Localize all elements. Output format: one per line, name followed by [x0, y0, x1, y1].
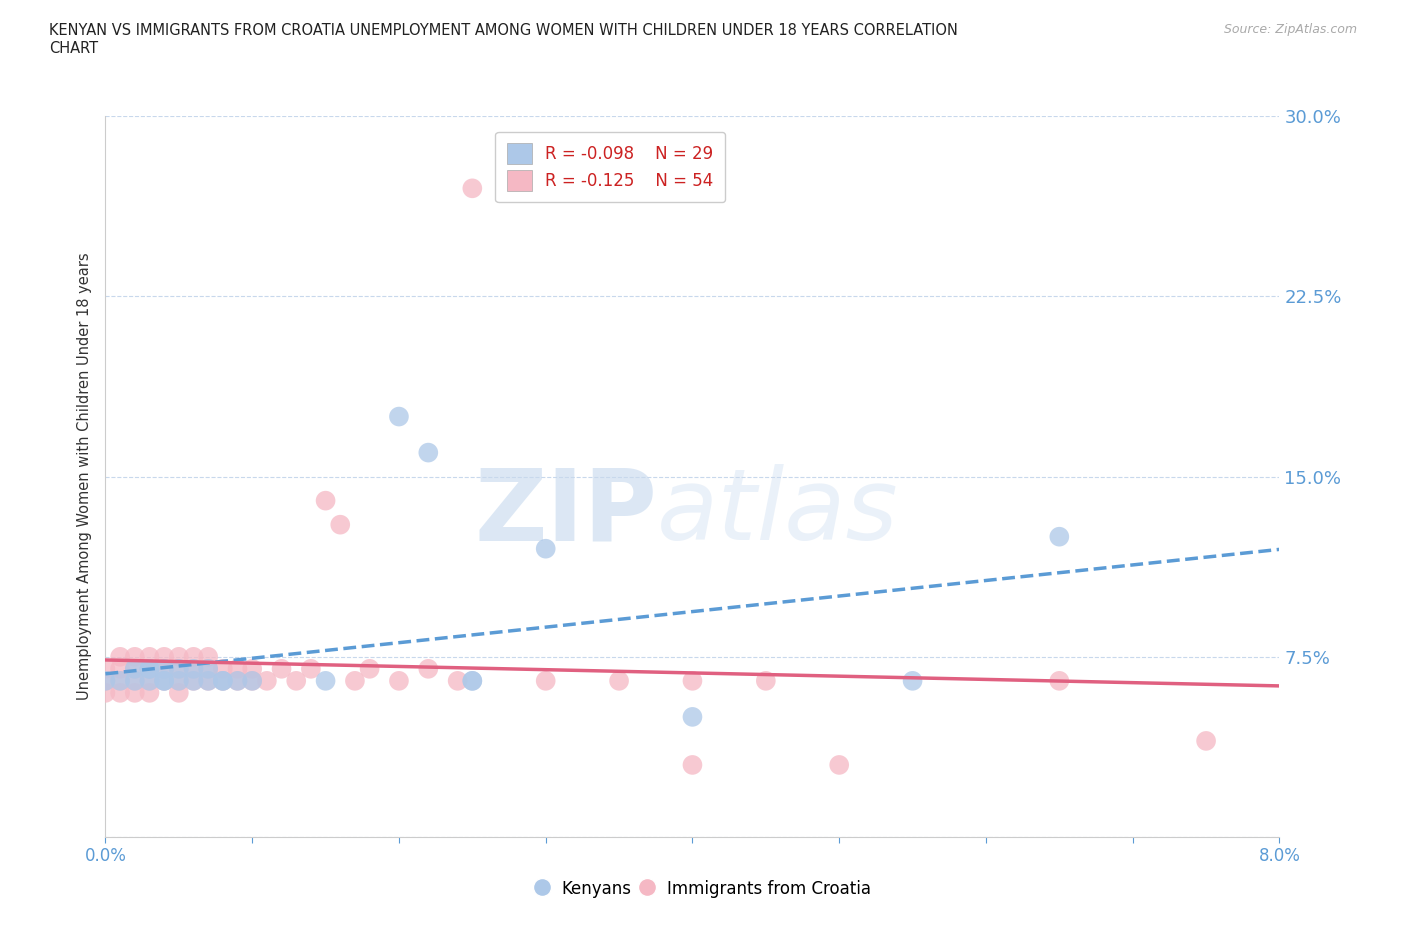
Legend: Kenyans, Immigrants from Croatia: Kenyans, Immigrants from Croatia [529, 873, 877, 905]
Point [418, 661, 440, 676]
Point [359, 661, 381, 676]
Point [226, 673, 249, 688]
Point [240, 673, 263, 688]
Point [183, 661, 205, 676]
Point [167, 673, 190, 688]
Point [197, 649, 219, 664]
Point [1047, 529, 1070, 544]
Point [211, 673, 233, 688]
Point [153, 673, 176, 688]
Point [124, 673, 146, 688]
Legend: R = -0.098    N = 29, R = -0.125    N = 54: R = -0.098 N = 29, R = -0.125 N = 54 [495, 132, 725, 203]
Point [94, 673, 117, 688]
Point [901, 673, 924, 688]
Point [108, 685, 131, 700]
Point [183, 661, 205, 676]
Point [138, 649, 160, 664]
Point [211, 673, 233, 688]
Point [461, 180, 484, 196]
Point [94, 661, 117, 676]
Point [1195, 734, 1218, 749]
Point [153, 661, 176, 676]
Point [138, 661, 160, 676]
Point [343, 673, 366, 688]
Point [315, 673, 337, 688]
Point [755, 673, 778, 688]
Point [1047, 673, 1070, 688]
Point [329, 517, 352, 532]
Point [124, 661, 146, 676]
Point [197, 673, 219, 688]
Point [108, 673, 131, 688]
Point [108, 673, 131, 688]
Point [138, 673, 160, 688]
Point [153, 661, 176, 676]
Text: Source: ZipAtlas.com: Source: ZipAtlas.com [1223, 23, 1357, 36]
Point [682, 757, 704, 772]
Point [138, 673, 160, 688]
Point [270, 661, 292, 676]
Point [138, 661, 160, 676]
Point [211, 661, 233, 676]
Point [108, 661, 131, 676]
Point [299, 661, 322, 676]
Point [153, 673, 176, 688]
Point [108, 649, 131, 664]
Point [197, 661, 219, 676]
Point [124, 661, 146, 676]
Point [124, 685, 146, 700]
Point [197, 661, 219, 676]
Point [315, 493, 337, 508]
Point [153, 673, 176, 688]
Point [124, 673, 146, 688]
Point [418, 445, 440, 460]
Point [167, 685, 190, 700]
Point [534, 541, 557, 556]
Point [682, 673, 704, 688]
Point [94, 685, 117, 700]
Text: ZIP: ZIP [474, 464, 657, 561]
Point [124, 649, 146, 664]
Point [388, 673, 411, 688]
Point [138, 685, 160, 700]
Point [607, 673, 630, 688]
Point [285, 673, 308, 688]
Point [211, 673, 233, 688]
Point [183, 673, 205, 688]
Point [256, 673, 278, 688]
Point [240, 661, 263, 676]
Point [226, 673, 249, 688]
Point [828, 757, 851, 772]
Point [167, 649, 190, 664]
Point [388, 409, 411, 424]
Point [534, 673, 557, 688]
Text: KENYAN VS IMMIGRANTS FROM CROATIA UNEMPLOYMENT AMONG WOMEN WITH CHILDREN UNDER 1: KENYAN VS IMMIGRANTS FROM CROATIA UNEMPL… [49, 23, 957, 56]
Point [461, 673, 484, 688]
Point [167, 661, 190, 676]
Point [682, 710, 704, 724]
Point [167, 673, 190, 688]
Point [447, 673, 470, 688]
Point [138, 661, 160, 676]
Point [183, 673, 205, 688]
Point [226, 661, 249, 676]
Point [197, 673, 219, 688]
Point [153, 649, 176, 664]
Point [240, 673, 263, 688]
Point [461, 673, 484, 688]
Point [167, 661, 190, 676]
Text: atlas: atlas [657, 464, 898, 561]
Point [183, 649, 205, 664]
Y-axis label: Unemployment Among Women with Children Under 18 years: Unemployment Among Women with Children U… [77, 253, 93, 700]
Point [94, 673, 117, 688]
